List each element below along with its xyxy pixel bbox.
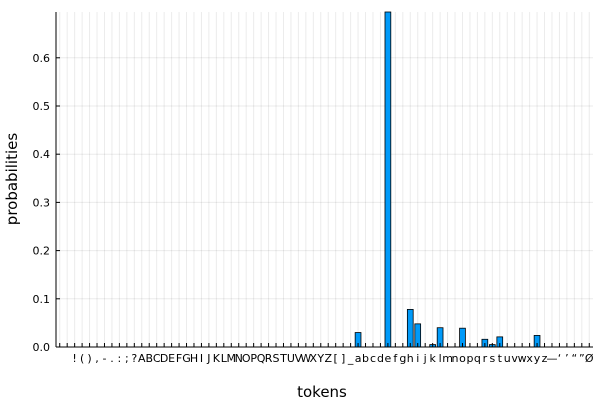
x-tick-label: n	[452, 352, 459, 365]
axes	[55, 12, 593, 348]
x-tick-label: a	[355, 352, 362, 365]
x-tick-label: U	[287, 352, 295, 365]
x-tick-label: ‘	[558, 352, 562, 365]
x-tick-label: A	[138, 352, 146, 365]
x-axis-title: tokens	[297, 383, 347, 400]
x-tick-label: T	[279, 352, 287, 365]
x-tick-label: M	[227, 352, 237, 365]
x-tick-label: K	[213, 352, 221, 365]
x-tick-label: _	[347, 352, 354, 365]
x-tick-label: ’	[565, 352, 569, 365]
x-tick-label: g	[399, 352, 406, 365]
x-tick-label: L	[221, 352, 228, 365]
x-tick-label: ,	[95, 352, 99, 365]
x-tick-label: e	[385, 352, 392, 365]
x-tick-label: h	[407, 352, 414, 365]
x-tick-label: “	[572, 352, 578, 365]
x-tick-label: J	[206, 352, 210, 365]
x-tick-label: c	[370, 352, 376, 365]
bars	[354, 11, 541, 348]
x-tick-label: —	[546, 352, 557, 365]
x-tick-label: O	[242, 352, 251, 365]
x-tick-label: R	[265, 352, 273, 365]
x-tick-label: [	[334, 352, 338, 365]
x-tick-label: ?	[131, 352, 137, 365]
grid-lines	[56, 12, 593, 348]
y-axis-title: probabilities	[3, 133, 21, 226]
x-tick-label: H	[190, 352, 198, 365]
x-tick-label: ]	[341, 352, 345, 365]
x-tick-label: Q	[257, 352, 266, 365]
y-tick-label: 0.0	[33, 341, 51, 354]
x-tick-label: G	[182, 352, 191, 365]
x-tick-label: u	[504, 352, 511, 365]
x-tick-label: s	[489, 352, 495, 365]
x-tick-label: f	[393, 352, 398, 365]
x-tick-label: -	[102, 352, 106, 365]
x-tick-label: j	[423, 352, 427, 365]
x-tick-label: D	[160, 352, 168, 365]
x-tick-label: P	[250, 352, 257, 365]
x-tick-label: o	[459, 352, 466, 365]
x-tick-label: C	[153, 352, 161, 365]
x-tick-label: !	[72, 352, 76, 365]
x-tick-label: Z	[324, 352, 332, 365]
x-tick-label: z	[542, 352, 548, 365]
bar-44	[384, 11, 392, 348]
x-tick-label: v	[511, 352, 518, 365]
x-tick-label: X	[310, 352, 318, 365]
x-tick-label: )	[87, 352, 91, 365]
x-tick-label: E	[168, 352, 175, 365]
y-tick-label: 0.1	[33, 293, 51, 306]
x-tick-label: .	[110, 352, 114, 365]
x-tick-label: S	[273, 352, 280, 365]
x-tick-label: q	[474, 352, 481, 365]
x-tick-label: Ø	[585, 352, 594, 365]
bar-47	[406, 309, 414, 348]
x-tick-label: l	[439, 352, 442, 365]
y-tick-label: 0.2	[33, 245, 51, 258]
x-tick-label: r	[483, 352, 488, 365]
x-tick-label: i	[416, 352, 419, 365]
x-tick-label: V	[295, 352, 303, 365]
x-tick-label: t	[498, 352, 503, 365]
x-tick-label: d	[377, 352, 384, 365]
x-tick-label: y	[534, 352, 541, 365]
x-tick-label: p	[466, 352, 473, 365]
x-tick-label: k	[429, 352, 436, 365]
x-tick-label: :	[118, 352, 122, 365]
x-tick-label: w	[518, 352, 527, 365]
x-tick-label: ;	[125, 352, 129, 365]
x-tick-label: m	[442, 352, 453, 365]
x-tick-label: B	[145, 352, 153, 365]
x-tick-label: x	[526, 352, 533, 365]
x-tick-label: I	[200, 352, 203, 365]
x-tick-labels: ! (), -.:;? A B C D E F G H I J K L MN O P Q R S T U VWX Y Z[] _ a b…	[72, 352, 594, 365]
x-tick-label: ”	[579, 352, 585, 365]
x-tick-label: N	[235, 352, 243, 365]
y-tick-label: 0.6	[33, 52, 51, 65]
y-tick-label: 0.4	[33, 148, 51, 161]
x-tick-label: W	[300, 352, 311, 365]
y-tick-label: 0.5	[33, 100, 51, 113]
x-tick-label: (	[80, 352, 84, 365]
x-tick-label: b	[362, 352, 369, 365]
y-tick-label: 0.3	[33, 196, 51, 209]
x-tick-label: F	[176, 352, 182, 365]
y-tick-labels: 0.0 0.1 0.2 0.3 0.4 0.5 0.6	[33, 52, 51, 354]
x-tick-label: Y	[316, 352, 324, 365]
